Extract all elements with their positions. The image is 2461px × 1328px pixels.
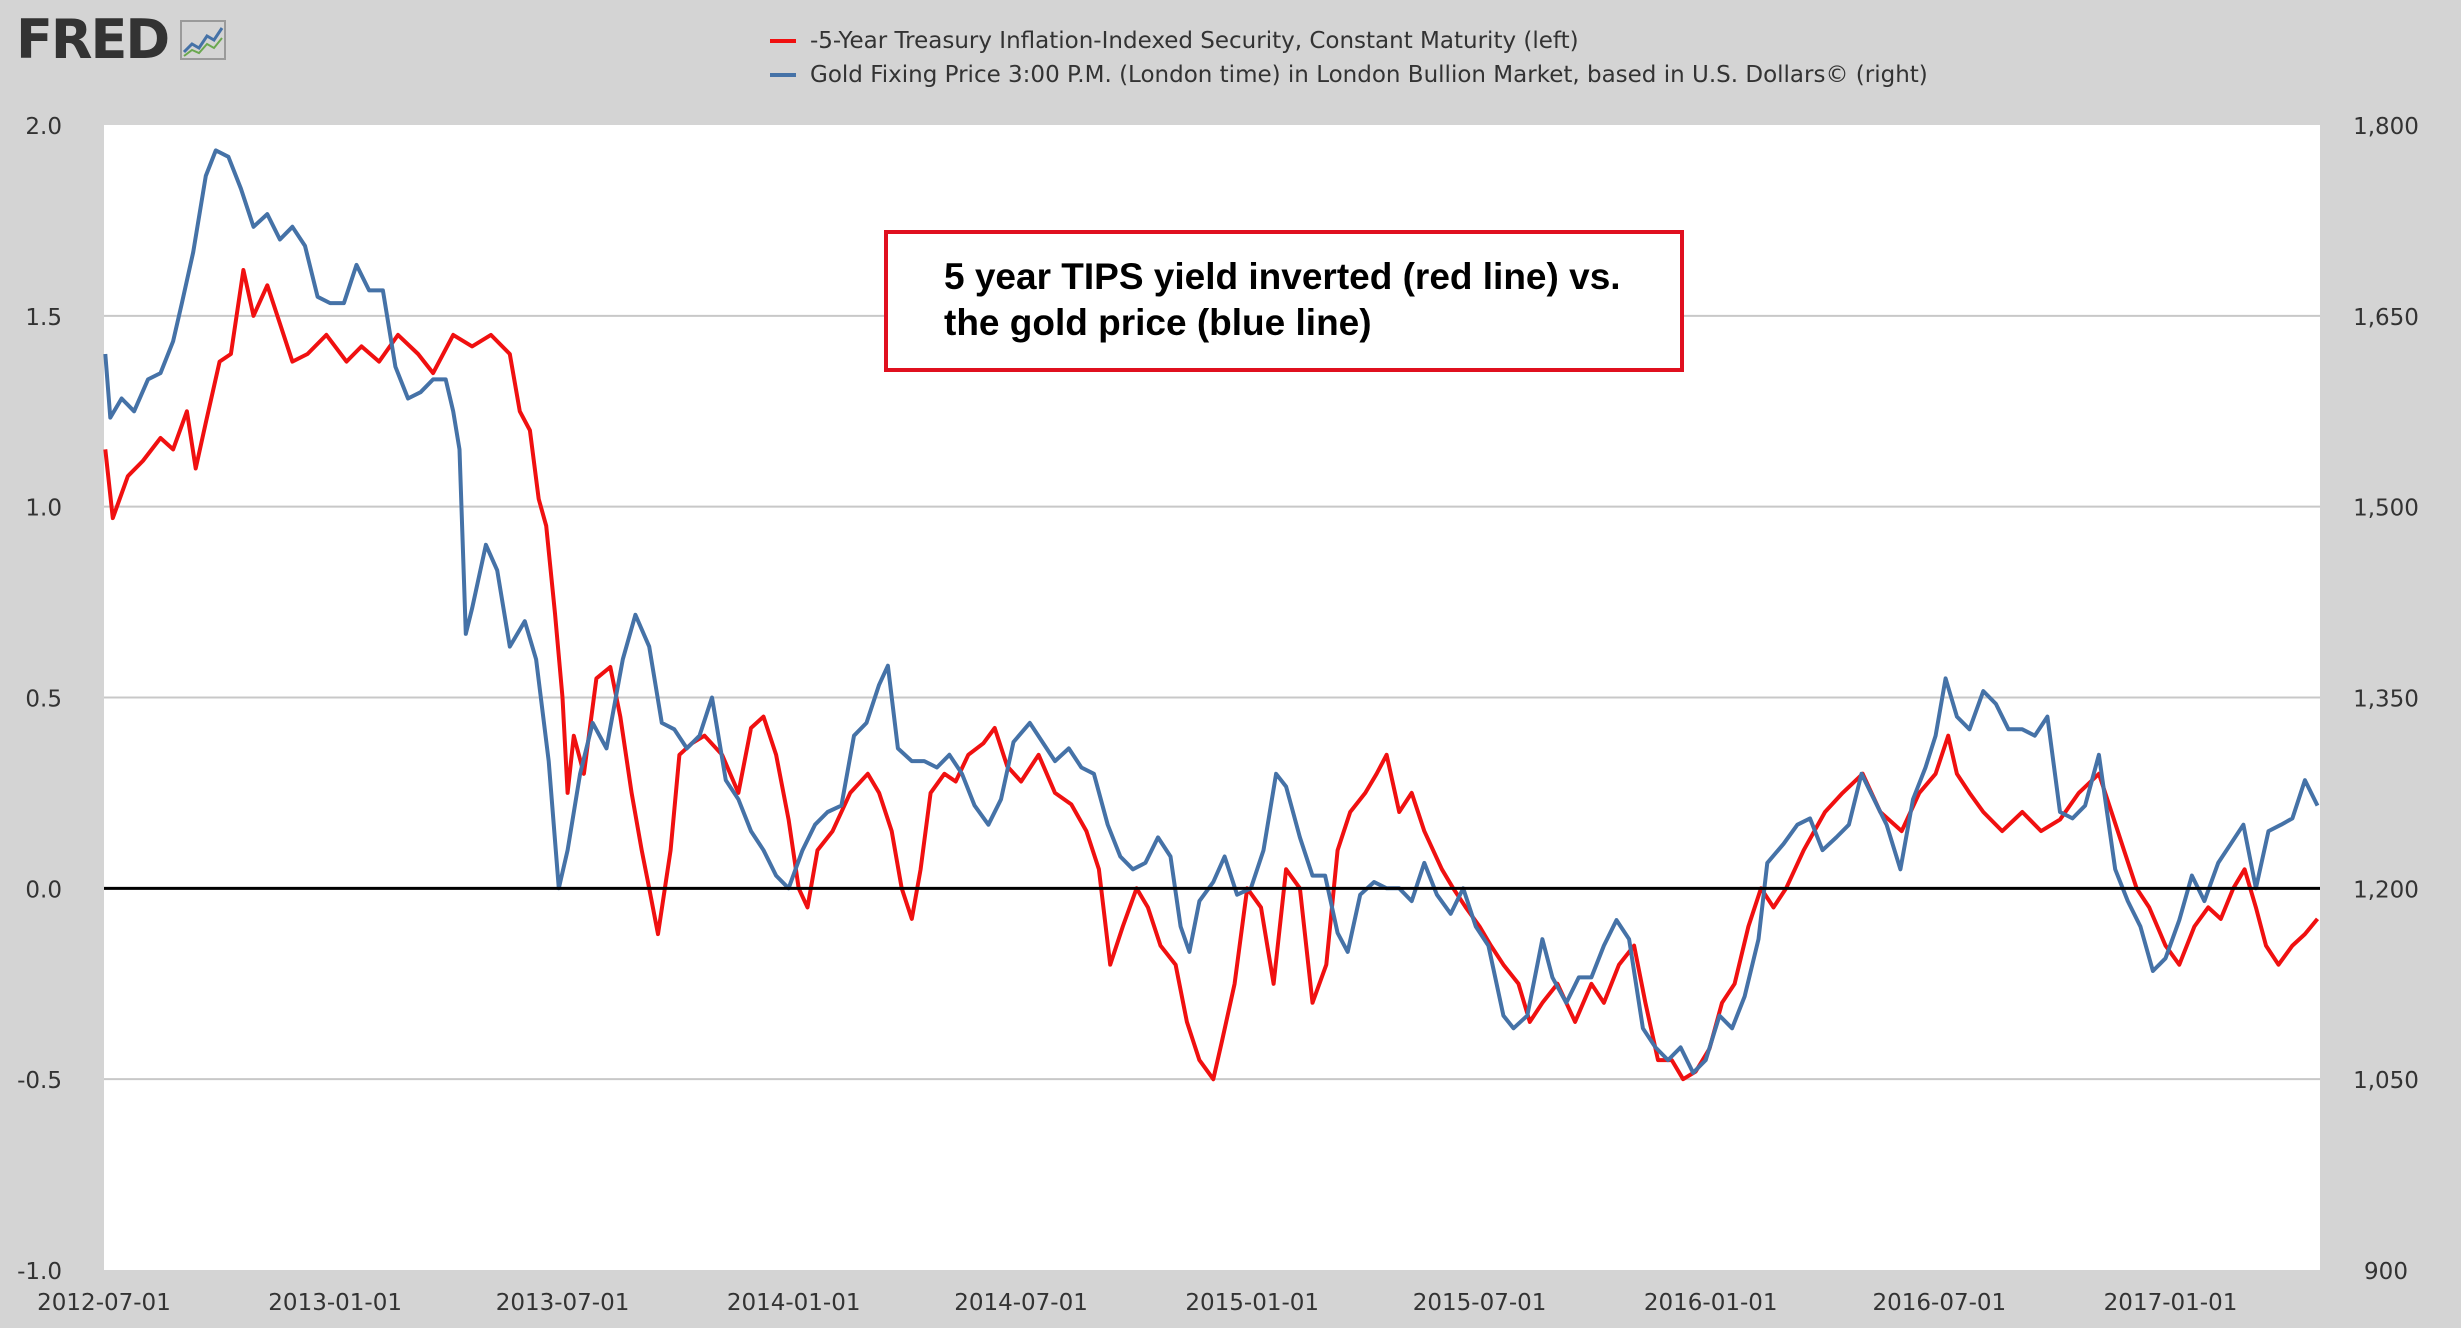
- right-axis: 1,800 1,650 1,500 1,350 1,200 1,050 900: [2353, 114, 2419, 1285]
- legend: -5-Year Treasury Inflation-Indexed Secur…: [770, 24, 1928, 92]
- x-tick-label: 2015-07-01: [1413, 1290, 1547, 1316]
- right-tick-label: 1,500: [2353, 496, 2419, 522]
- legend-swatch-red: [770, 39, 796, 43]
- annotation-line-2: the gold price (blue line): [944, 302, 1372, 343]
- right-tick-label: 1,800: [2353, 114, 2419, 140]
- left-tick-label: 0.5: [25, 687, 62, 713]
- annotation-line-1: 5 year TIPS yield inverted (red line) vs…: [944, 256, 1621, 297]
- x-tick-label: 2012-07-01: [37, 1290, 171, 1316]
- legend-item-tips[interactable]: -5-Year Treasury Inflation-Indexed Secur…: [770, 24, 1928, 58]
- x-tick-label: 2013-01-01: [268, 1290, 402, 1316]
- x-tick-label: 2016-01-01: [1644, 1290, 1778, 1316]
- left-tick-label: -0.5: [17, 1068, 62, 1094]
- left-tick-label: 0.0: [25, 877, 62, 903]
- sparkline-chart-icon: [180, 20, 226, 60]
- fred-logo-text: FRED: [16, 8, 170, 71]
- right-tick-label: 1,650: [2353, 305, 2419, 331]
- right-tick-label: 900: [2364, 1259, 2408, 1285]
- left-tick-label: 1.5: [25, 305, 62, 331]
- x-tick-label: 2014-07-01: [954, 1290, 1088, 1316]
- x-tick-label: 2015-01-01: [1185, 1290, 1319, 1316]
- x-tick-label: 2014-01-01: [727, 1290, 861, 1316]
- left-tick-label: 1.0: [25, 496, 62, 522]
- series-line-gold: [103, 148, 2320, 1075]
- series-group: [103, 148, 2320, 1082]
- x-tick-label: 2013-07-01: [496, 1290, 630, 1316]
- right-tick-label: 1,350: [2353, 687, 2419, 713]
- legend-label: -5-Year Treasury Inflation-Indexed Secur…: [810, 28, 1579, 54]
- x-tick-label: 2016-07-01: [1873, 1290, 2007, 1316]
- left-axis: 2.0 1.5 1.0 0.5 0.0 -0.5 -1.0: [17, 114, 62, 1285]
- left-tick-label: -1.0: [17, 1259, 62, 1285]
- left-tick-label: 2.0: [25, 114, 62, 140]
- legend-label: Gold Fixing Price 3:00 P.M. (London time…: [810, 62, 1928, 88]
- annotation-box: 5 year TIPS yield inverted (red line) vs…: [884, 230, 1684, 372]
- legend-swatch-blue: [770, 73, 796, 77]
- right-tick-label: 1,200: [2353, 877, 2419, 903]
- fred-logo[interactable]: FRED: [16, 8, 170, 71]
- legend-item-gold[interactable]: Gold Fixing Price 3:00 P.M. (London time…: [770, 58, 1928, 92]
- x-axis: 2012-07-01 2013-01-01 2013-07-01 2014-01-01…: [37, 1290, 2237, 1316]
- x-tick-label: 2017-01-01: [2104, 1290, 2238, 1316]
- right-tick-label: 1,050: [2353, 1068, 2419, 1094]
- series-line-tips: [103, 268, 2320, 1082]
